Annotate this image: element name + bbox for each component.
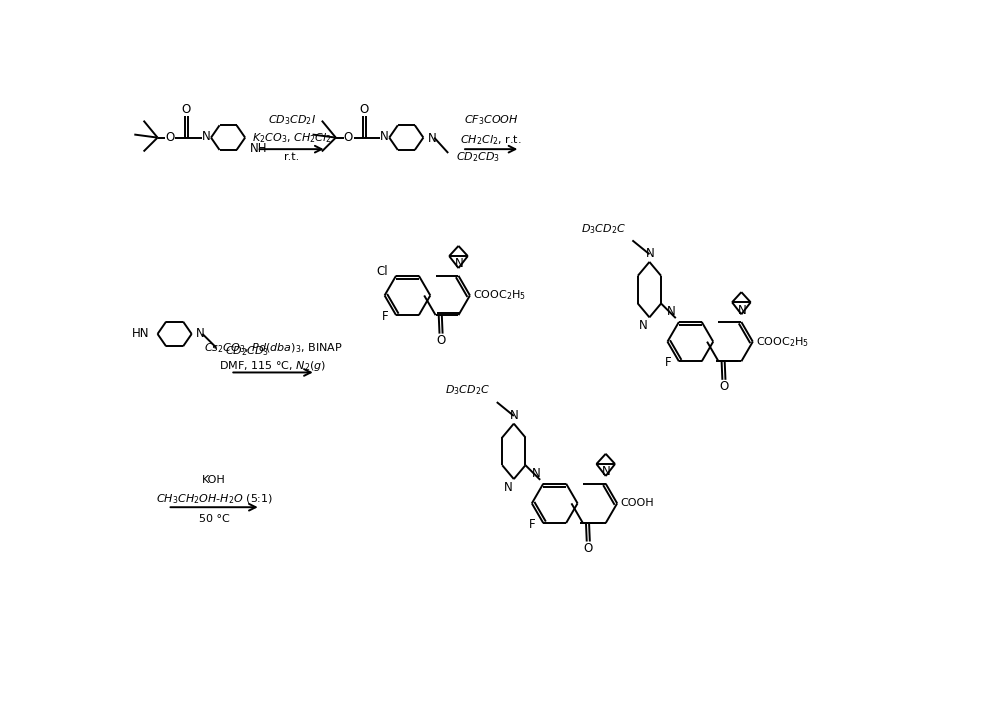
- Text: O: O: [360, 103, 369, 115]
- Text: Cl: Cl: [377, 265, 388, 277]
- Text: COOC$_2$H$_5$: COOC$_2$H$_5$: [756, 335, 809, 348]
- Text: N: N: [428, 132, 437, 145]
- Text: DMF, 115 °C, $N_2(g)$: DMF, 115 °C, $N_2(g)$: [219, 359, 327, 373]
- Text: N: N: [646, 247, 655, 260]
- Text: $D_3CD_2C$: $D_3CD_2C$: [581, 222, 626, 236]
- Text: F: F: [665, 356, 671, 370]
- Text: $K_2CO_3$, $CH_2Cl_2$: $K_2CO_3$, $CH_2Cl_2$: [252, 131, 332, 144]
- Text: O: O: [182, 103, 191, 115]
- Text: O: O: [719, 380, 729, 394]
- Text: F: F: [382, 310, 388, 323]
- Text: F: F: [529, 518, 536, 531]
- Text: O: O: [436, 334, 446, 347]
- Text: O: O: [344, 131, 353, 144]
- Text: $CH_2Cl_2$, r.t.: $CH_2Cl_2$, r.t.: [460, 133, 522, 147]
- Text: r.t.: r.t.: [284, 152, 299, 162]
- Text: COOC$_2$H$_5$: COOC$_2$H$_5$: [473, 289, 526, 302]
- Text: $CH_3CH_2OH$-$H_2O$ (5:1): $CH_3CH_2OH$-$H_2O$ (5:1): [156, 493, 273, 506]
- Text: $CF_3COOH$: $CF_3COOH$: [464, 113, 519, 127]
- Text: N: N: [202, 130, 211, 144]
- Text: $D_3CD_2C$: $D_3CD_2C$: [445, 384, 491, 398]
- Text: N: N: [510, 409, 519, 422]
- Text: N: N: [196, 327, 205, 340]
- Text: N: N: [380, 130, 389, 144]
- Text: N: N: [602, 465, 611, 478]
- Text: O: O: [165, 131, 175, 144]
- Text: HN: HN: [132, 327, 150, 340]
- Text: $CD_3CD_2I$: $CD_3CD_2I$: [268, 113, 316, 127]
- Text: N: N: [639, 319, 648, 332]
- Text: N: N: [455, 258, 464, 270]
- Text: $Cs_2CO_3$, $Pd(dba)_3$, BINAP: $Cs_2CO_3$, $Pd(dba)_3$, BINAP: [204, 341, 342, 355]
- Text: COOH: COOH: [620, 498, 654, 508]
- Text: N: N: [504, 481, 512, 494]
- Text: KOH: KOH: [202, 475, 226, 485]
- Text: $CD_2CD_3$: $CD_2CD_3$: [456, 150, 500, 164]
- Text: O: O: [584, 542, 593, 555]
- Text: NH: NH: [250, 142, 267, 155]
- Text: 50 °C: 50 °C: [199, 514, 230, 524]
- Text: N: N: [667, 305, 676, 318]
- Text: N: N: [738, 303, 747, 317]
- Text: $CD_2CD_3$: $CD_2CD_3$: [225, 344, 269, 358]
- Text: N: N: [531, 467, 540, 480]
